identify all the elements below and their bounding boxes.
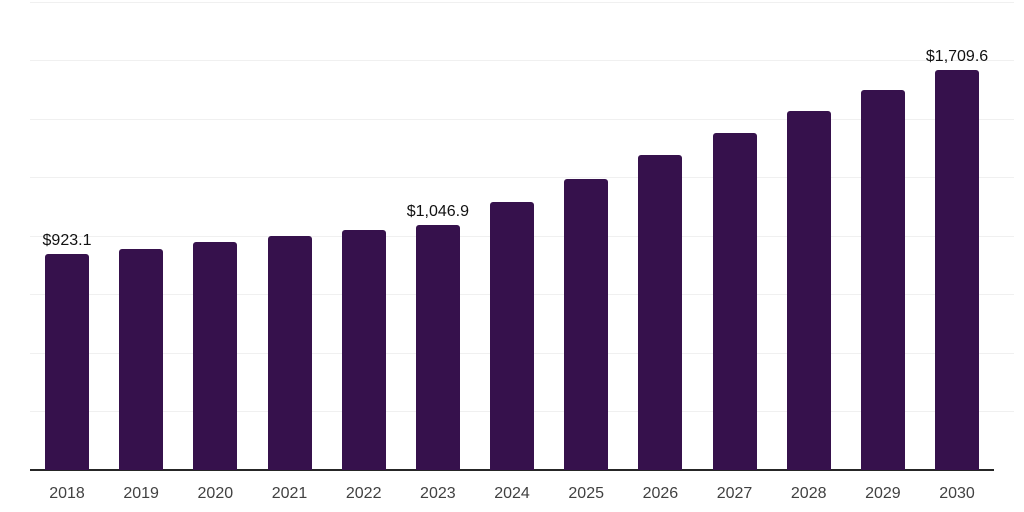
- bar-2030: [935, 70, 980, 470]
- gridline: [30, 118, 1014, 120]
- x-tick-2021: 2021: [271, 485, 308, 502]
- bar-2029: [860, 90, 905, 470]
- gridline: [30, 177, 1014, 178]
- x-tick-2025: 2025: [568, 485, 604, 502]
- gridline: [30, 60, 1014, 61]
- bar-2028: [786, 111, 831, 470]
- value-label-2030: $1,709.6: [925, 48, 989, 65]
- bar-2026: [638, 155, 683, 470]
- x-tick-2022: 2022: [345, 485, 382, 502]
- x-tick-2020: 2020: [197, 485, 234, 502]
- bar-2021: [267, 236, 312, 470]
- x-tick-2023: 2023: [420, 485, 456, 502]
- x-tick-2026: 2026: [642, 485, 679, 502]
- x-tick-2018: 2018: [49, 485, 85, 502]
- x-tick-2024: 2024: [494, 485, 530, 502]
- bar-2022: [341, 230, 386, 470]
- x-tick-2030: 2030: [939, 485, 975, 502]
- x-tick-2029: 2029: [865, 485, 901, 502]
- x-tick-2027: 2027: [716, 485, 753, 502]
- bar-2027: [712, 133, 757, 470]
- bar-2018: [45, 254, 89, 470]
- bar-2025: [564, 179, 609, 470]
- bar-2024: [490, 202, 535, 470]
- x-tick-2028: 2028: [790, 485, 827, 502]
- gridline: [30, 1, 1014, 3]
- bar-2023: [415, 225, 460, 470]
- bar-2020: [193, 242, 238, 470]
- x-axis-line: [30, 469, 994, 471]
- value-label-2018: $923.1: [42, 232, 92, 249]
- x-tick-2019: 2019: [123, 485, 159, 502]
- value-label-2023: $1,046.9: [406, 203, 469, 220]
- bar-2019: [119, 249, 164, 470]
